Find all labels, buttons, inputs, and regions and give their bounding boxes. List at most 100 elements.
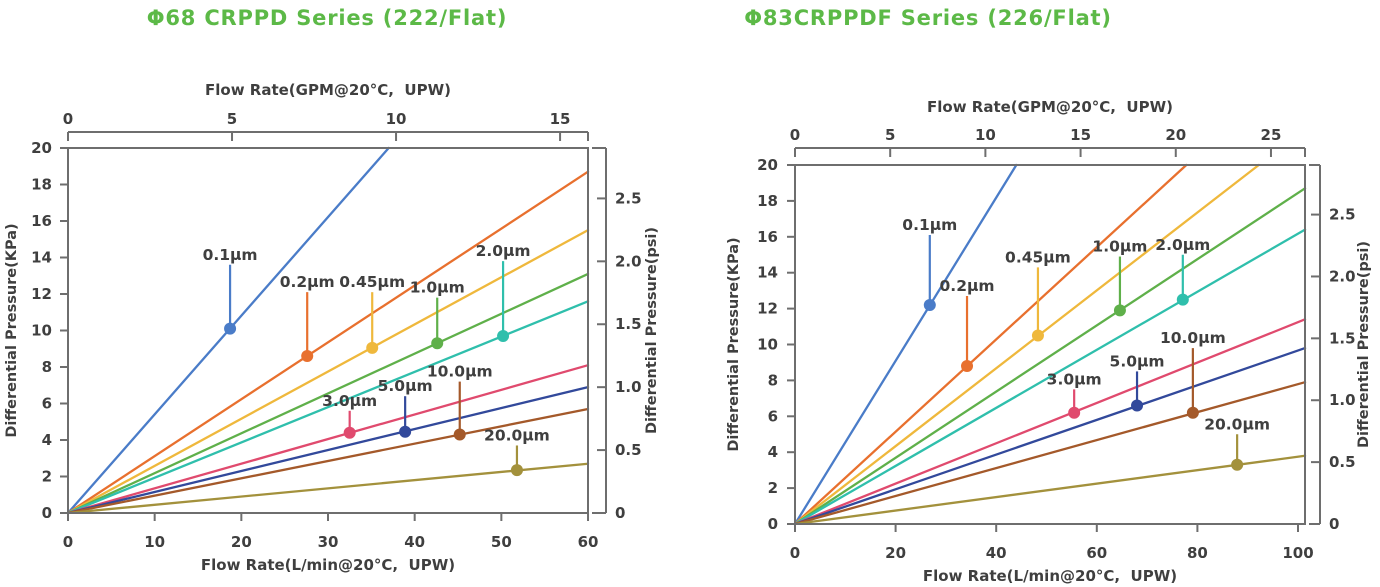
series-line (793, 163, 1260, 526)
lmin-axis-title: Flow Rate(L/min@20°C, UPW) (201, 556, 455, 574)
lmin-tick-label: 80 (1187, 544, 1208, 562)
kpa-tick-label: 12 (757, 300, 778, 318)
series-label: 5.0μm (378, 377, 433, 395)
lmin-tick-label: 40 (986, 544, 1007, 562)
series-label: 1.0μm (410, 279, 465, 297)
series-line (793, 381, 1307, 526)
series-marker-dot (1113, 304, 1126, 317)
gpm-tick-label: 5 (227, 110, 237, 128)
kpa-tick-label: 4 (768, 443, 778, 461)
kpa-tick-label: 16 (757, 228, 778, 246)
kpa-tick-label: 6 (768, 407, 778, 425)
gpm-tick-label: 25 (1261, 126, 1282, 144)
kpa-axis-title: Differential Pressure(KPa) (4, 223, 20, 437)
kpa-tick-label: 8 (768, 371, 778, 389)
gpm-tick-label: 10 (386, 110, 407, 128)
series-marker-dot (366, 341, 379, 354)
lmin-tick-label: 40 (404, 533, 425, 551)
series-line (793, 318, 1307, 526)
series-label: 10.0μm (1160, 329, 1226, 347)
series-marker-dot (510, 464, 523, 477)
kpa-axis-title: Differential Pressure(KPa) (726, 237, 742, 451)
series-line (66, 407, 590, 515)
kpa-tick-label: 0 (42, 504, 52, 522)
kpa-tick-label: 4 (42, 431, 52, 449)
lmin-axis-title: Flow Rate(L/min@20°C, UPW) (923, 567, 1177, 585)
gpm-tick-label: 10 (975, 126, 996, 144)
lmin-tick-label: 50 (491, 533, 512, 551)
series-label: 1.0μm (1092, 238, 1147, 256)
lmin-tick-label: 20 (231, 533, 252, 551)
series-line (793, 163, 1018, 526)
series-label: 0.1μm (902, 216, 957, 234)
psi-axis-title: Differential Pressure(psi) (1356, 241, 1372, 448)
gpm-tick-label: 15 (550, 110, 571, 128)
series-line (793, 163, 1188, 526)
lmin-tick-label: 60 (578, 533, 599, 551)
series-label: 20.0μm (1204, 415, 1270, 433)
series-label: 5.0μm (1110, 352, 1165, 370)
psi-tick-label: 2.0 (615, 252, 642, 270)
series-line (793, 346, 1307, 526)
kpa-tick-label: 16 (31, 212, 52, 230)
kpa-tick-label: 2 (42, 468, 52, 486)
gpm-tick-label: 5 (885, 126, 895, 144)
series-marker-dot (1231, 458, 1244, 471)
psi-tick-label: 0 (615, 504, 625, 522)
lmin-tick-label: 60 (1086, 544, 1107, 562)
series-marker-dot (923, 299, 936, 312)
gpm-axis-title: Flow Rate(GPM@20°C, UPW) (205, 81, 451, 99)
series-marker-dot (1186, 406, 1199, 419)
series-marker-dot (1068, 406, 1081, 419)
series-label: 0.2μm (940, 277, 995, 295)
lmin-tick-label: 30 (318, 533, 339, 551)
lmin-tick-label: 10 (144, 533, 165, 551)
series-marker-dot (1176, 293, 1189, 306)
kpa-tick-label: 10 (31, 322, 52, 340)
series-label: 0.45μm (339, 273, 405, 291)
kpa-tick-label: 0 (768, 515, 778, 533)
series-label: 3.0μm (1047, 370, 1102, 388)
kpa-tick-label: 14 (757, 264, 778, 282)
kpa-tick-label: 18 (757, 192, 778, 210)
psi-tick-label: 2.0 (1329, 267, 1356, 285)
series-label: 0.1μm (203, 246, 258, 264)
series-label: 2.0μm (476, 242, 531, 260)
lmin-tick-label: 0 (63, 533, 73, 551)
psi-tick-label: 0.5 (615, 441, 642, 459)
plot-border (794, 164, 1306, 525)
psi-tick-label: 1.5 (1329, 329, 1356, 347)
kpa-tick-label: 12 (31, 285, 52, 303)
gpm-tick-label: 0 (63, 110, 73, 128)
gpm-tick-label: 20 (1165, 126, 1186, 144)
gpm-tick-label: 0 (790, 126, 800, 144)
kpa-tick-label: 6 (42, 395, 52, 413)
series-marker-dot (1131, 399, 1144, 412)
psi-tick-label: 1.5 (615, 315, 642, 333)
kpa-tick-label: 18 (31, 176, 52, 194)
series-marker-dot (453, 428, 466, 441)
kpa-tick-label: 10 (757, 336, 778, 354)
chart1-title: Φ68 CRPPD Series (222/Flat) (146, 6, 508, 30)
series-marker-dot (224, 322, 237, 335)
series-line (66, 364, 590, 515)
series-marker-dot (431, 337, 444, 350)
plot-border (67, 147, 589, 514)
kpa-tick-label: 8 (42, 358, 52, 376)
series-line (793, 228, 1307, 526)
series-marker-dot (343, 426, 356, 439)
gpm-axis-title: Flow Rate(GPM@20°C, UPW) (927, 98, 1173, 116)
kpa-tick-label: 2 (768, 479, 778, 497)
chart2-canvas: 0.1μm 0.2μm 0.45μm 1.0μm 2.0μm 3.0μm 5.0μm 10.0… (726, 98, 1372, 585)
series-line (793, 454, 1307, 526)
lmin-tick-label: 0 (790, 544, 800, 562)
series-marker-dot (497, 329, 510, 342)
chart2-title: Φ83CRPPDF Series (226/Flat) (744, 6, 1112, 30)
psi-tick-label: 1.0 (615, 378, 642, 396)
series-line (66, 385, 590, 515)
series-line (793, 187, 1307, 526)
series-label: 3.0μm (322, 392, 377, 410)
series-label: 20.0μm (484, 426, 550, 444)
kpa-tick-label: 20 (757, 156, 778, 174)
